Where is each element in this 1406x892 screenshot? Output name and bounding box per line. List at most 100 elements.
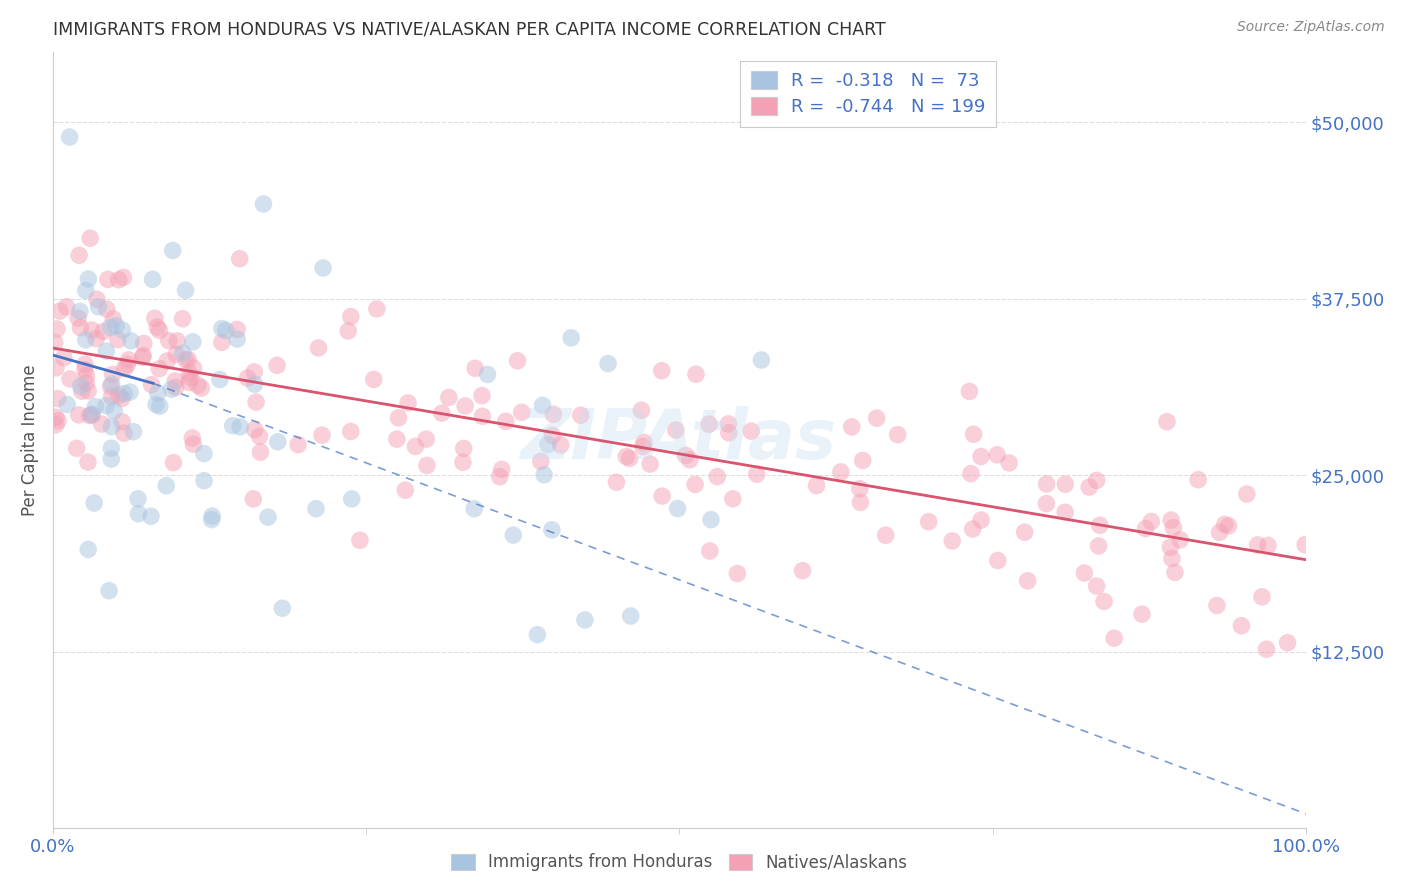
Point xyxy=(960,467,983,481)
Point xyxy=(340,310,363,324)
Y-axis label: Per Capita Income: Per Capita Income xyxy=(21,364,39,516)
Point xyxy=(666,501,689,516)
Text: IMMIGRANTS FROM HONDURAS VS NATIVE/ALASKAN PER CAPITA INCOME CORRELATION CHART: IMMIGRANTS FROM HONDURAS VS NATIVE/ALASK… xyxy=(52,21,886,39)
Point xyxy=(77,455,100,469)
Point xyxy=(430,406,453,420)
Point xyxy=(111,392,134,406)
Point xyxy=(179,370,201,384)
Point xyxy=(1247,538,1270,552)
Legend: Immigrants from Honduras, Natives/Alaskans: Immigrants from Honduras, Natives/Alaska… xyxy=(444,847,914,878)
Point xyxy=(87,300,110,314)
Point xyxy=(181,334,204,349)
Point xyxy=(45,417,67,432)
Point xyxy=(183,437,205,451)
Point xyxy=(1054,505,1077,519)
Point xyxy=(120,385,142,400)
Point xyxy=(998,456,1021,470)
Point xyxy=(208,372,231,386)
Point xyxy=(537,437,560,451)
Point xyxy=(73,362,96,376)
Point xyxy=(67,248,90,262)
Point xyxy=(287,437,309,451)
Point xyxy=(143,311,166,326)
Point xyxy=(131,351,153,365)
Point xyxy=(114,361,136,376)
Point xyxy=(183,361,205,376)
Point xyxy=(100,419,122,434)
Point xyxy=(45,360,67,375)
Point xyxy=(620,609,643,624)
Point xyxy=(1251,590,1274,604)
Point xyxy=(243,423,266,437)
Point xyxy=(404,439,426,453)
Point xyxy=(82,408,104,422)
Point xyxy=(1102,631,1125,645)
Point xyxy=(174,283,197,297)
Point xyxy=(416,458,439,473)
Point xyxy=(526,627,548,641)
Text: Source: ZipAtlas.com: Source: ZipAtlas.com xyxy=(1237,20,1385,34)
Point xyxy=(96,344,118,359)
Point xyxy=(100,379,122,393)
Point xyxy=(349,533,371,548)
Point xyxy=(506,353,529,368)
Point xyxy=(201,512,224,526)
Point xyxy=(849,482,872,496)
Point xyxy=(90,417,112,431)
Point xyxy=(69,304,91,318)
Point xyxy=(918,515,941,529)
Point xyxy=(107,273,129,287)
Point xyxy=(112,270,135,285)
Point xyxy=(675,449,697,463)
Point xyxy=(986,448,1008,462)
Point xyxy=(177,376,200,390)
Point xyxy=(502,528,524,542)
Point xyxy=(79,409,101,423)
Point xyxy=(454,399,477,413)
Point xyxy=(149,399,172,413)
Point xyxy=(385,432,408,446)
Point xyxy=(605,475,627,490)
Point xyxy=(1135,522,1157,536)
Point xyxy=(495,414,517,428)
Point xyxy=(725,566,748,581)
Point xyxy=(363,372,385,386)
Point xyxy=(651,364,673,378)
Point xyxy=(340,425,363,439)
Point xyxy=(249,445,271,459)
Point xyxy=(252,197,274,211)
Point xyxy=(75,333,97,347)
Point xyxy=(190,381,212,395)
Point xyxy=(541,523,564,537)
Point xyxy=(700,513,723,527)
Point xyxy=(75,368,97,383)
Point xyxy=(98,583,121,598)
Point xyxy=(67,311,90,326)
Point xyxy=(543,407,565,421)
Point xyxy=(146,320,169,334)
Point xyxy=(1294,538,1316,552)
Point xyxy=(165,347,187,361)
Point xyxy=(243,365,266,379)
Point xyxy=(267,434,290,449)
Point xyxy=(162,244,184,258)
Point xyxy=(79,231,101,245)
Point xyxy=(49,304,72,318)
Point xyxy=(651,489,673,503)
Point xyxy=(96,302,118,317)
Point xyxy=(146,385,169,400)
Point xyxy=(451,455,474,469)
Point xyxy=(717,417,740,431)
Point xyxy=(638,457,661,471)
Point xyxy=(83,496,105,510)
Point xyxy=(866,411,889,425)
Point xyxy=(172,311,194,326)
Point xyxy=(117,358,139,372)
Point xyxy=(107,333,129,347)
Point xyxy=(101,368,124,382)
Point xyxy=(1160,513,1182,527)
Point xyxy=(162,456,184,470)
Point xyxy=(962,522,984,536)
Point xyxy=(852,453,875,467)
Point xyxy=(111,323,134,337)
